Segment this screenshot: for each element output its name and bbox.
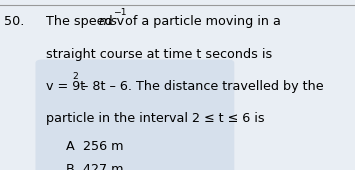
Text: A: A [66,140,75,153]
Text: straight course at time t seconds is: straight course at time t seconds is [46,48,272,61]
FancyBboxPatch shape [36,59,234,170]
Text: – 8t – 6. The distance travelled by the: – 8t – 6. The distance travelled by the [78,80,324,93]
Text: ms: ms [99,15,118,28]
Text: v = 9t: v = 9t [46,80,86,93]
Text: 50.: 50. [4,15,24,28]
Text: particle in the interval 2 ≤ t ≤ 6 is: particle in the interval 2 ≤ t ≤ 6 is [46,112,265,125]
Text: The speed v: The speed v [46,15,128,28]
Text: 427 m: 427 m [83,163,124,170]
Text: of a particle moving in a: of a particle moving in a [121,15,280,28]
Text: B: B [66,163,75,170]
Text: 2: 2 [72,72,78,81]
Text: 256 m: 256 m [83,140,124,153]
Text: −1: −1 [113,8,126,17]
